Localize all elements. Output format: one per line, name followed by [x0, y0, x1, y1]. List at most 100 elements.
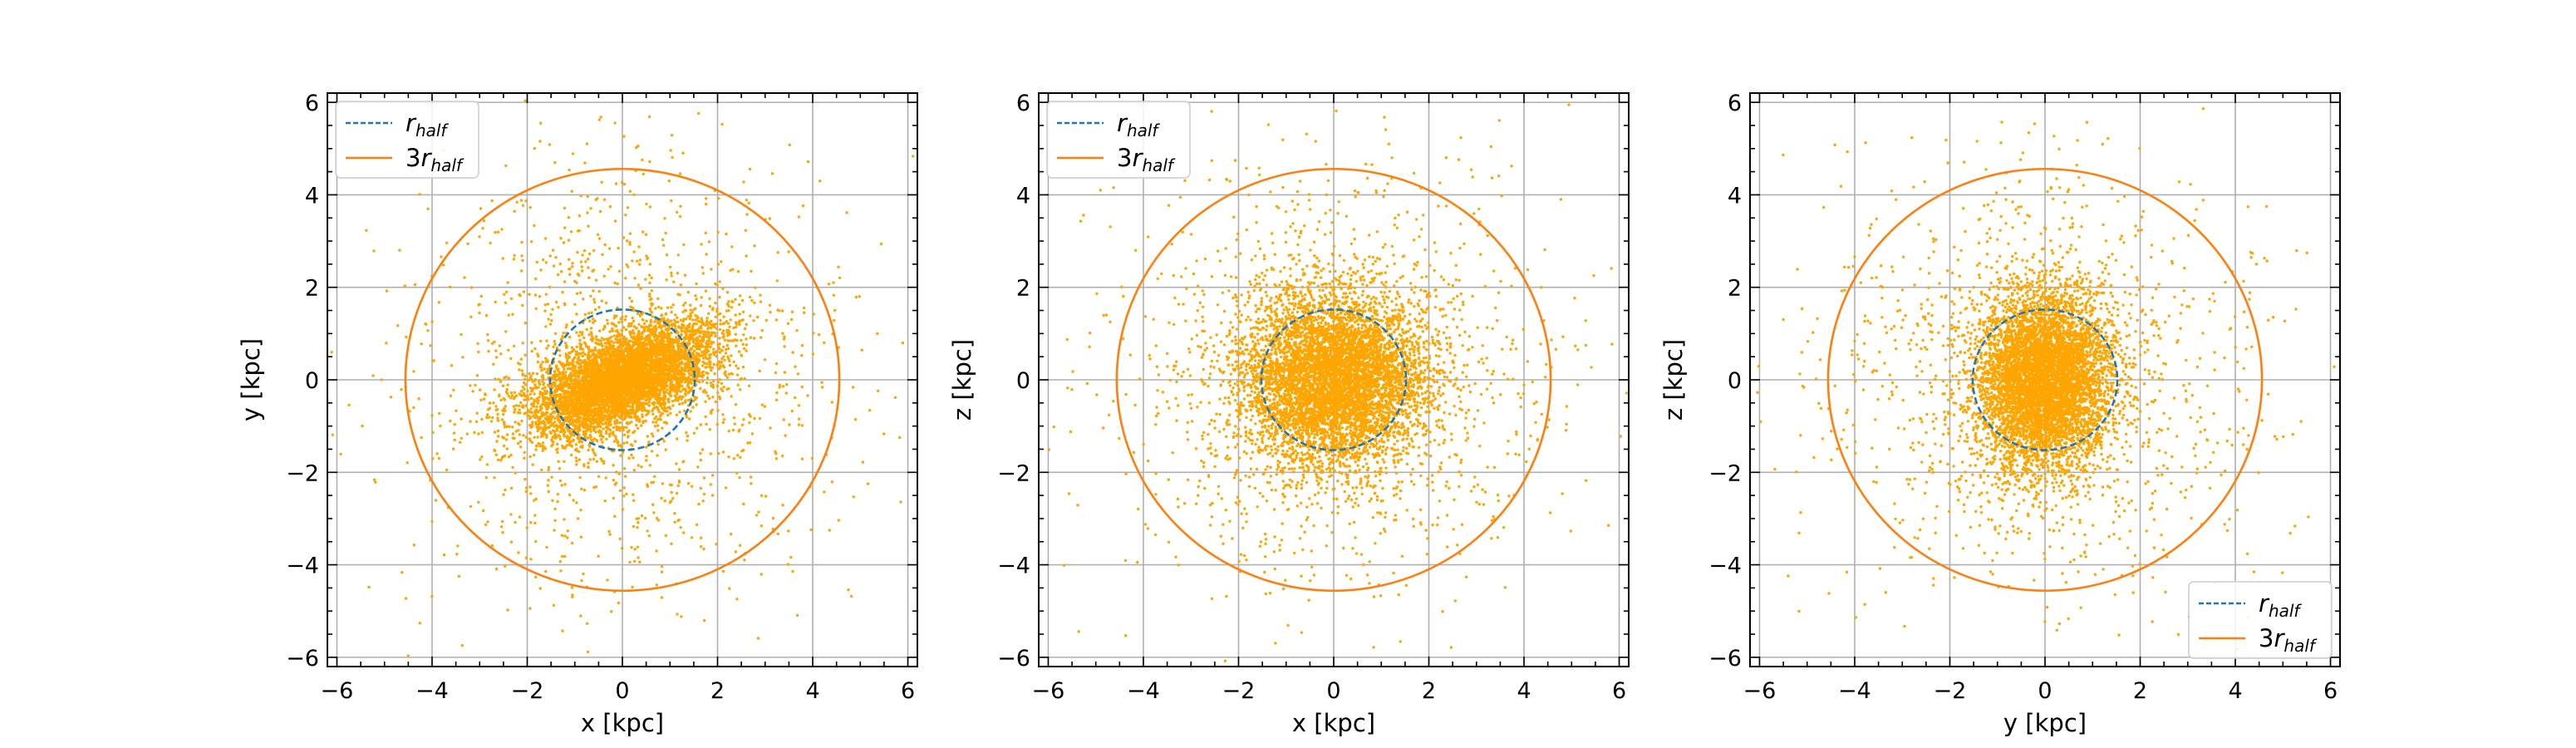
data-point [420, 436, 423, 440]
data-point [642, 322, 646, 326]
data-point [797, 215, 800, 219]
data-point [572, 499, 575, 502]
data-point [480, 417, 484, 421]
data-point [547, 372, 550, 376]
data-point [613, 219, 617, 223]
data-point [496, 419, 500, 422]
data-point [574, 443, 578, 446]
data-point [540, 406, 543, 410]
data-point [521, 385, 524, 389]
data-point [670, 542, 673, 545]
data-point [487, 350, 490, 353]
data-point [636, 312, 640, 315]
data-point [656, 429, 660, 432]
data-point [587, 346, 591, 349]
data-point [541, 379, 544, 383]
data-point [612, 440, 617, 443]
data-point [786, 322, 790, 325]
data-point [704, 289, 708, 293]
data-point [656, 407, 660, 411]
data-point [623, 414, 627, 417]
data-point [633, 548, 637, 551]
data-point [484, 523, 488, 526]
data-point [866, 482, 870, 485]
data-point [686, 482, 691, 485]
data-point [709, 452, 712, 455]
data-point [578, 458, 581, 461]
data-point [694, 397, 697, 401]
data-point [469, 420, 472, 423]
data-point [882, 432, 886, 436]
data-point [496, 458, 500, 461]
data-point [699, 458, 703, 462]
data-point [500, 228, 504, 231]
data-point [598, 209, 602, 214]
data-point [539, 268, 543, 272]
data-point [776, 532, 779, 536]
data-point [559, 569, 563, 573]
data-point [656, 443, 660, 446]
data-point [481, 509, 485, 513]
data-point [653, 320, 656, 323]
data-point [484, 476, 488, 480]
data-point [731, 339, 735, 342]
data-point [689, 303, 692, 307]
data-point [604, 430, 608, 433]
data-point [759, 293, 762, 297]
data-point [592, 352, 595, 356]
data-point [554, 435, 558, 439]
data-point [656, 297, 660, 300]
data-point [787, 529, 790, 533]
data-point [573, 303, 577, 306]
data-point [641, 409, 644, 412]
data-point [722, 418, 725, 421]
data-point [637, 464, 640, 467]
data-point [435, 452, 439, 455]
data-point [705, 197, 708, 200]
data-point [460, 417, 463, 421]
data-point [589, 425, 592, 428]
data-point [533, 293, 538, 297]
data-point [711, 396, 715, 399]
data-point [550, 407, 554, 411]
data-point [650, 302, 653, 305]
data-point [400, 388, 403, 391]
data-point [628, 232, 632, 235]
data-point [412, 406, 415, 410]
data-point [612, 341, 616, 344]
data-point [845, 211, 848, 214]
data-point [549, 412, 553, 416]
data-point [438, 411, 441, 416]
data-point [745, 213, 749, 216]
data-point [574, 375, 578, 378]
data-point [760, 494, 764, 497]
data-point [670, 490, 673, 495]
data-point [730, 395, 733, 398]
data-point [707, 240, 711, 244]
data-point [534, 448, 538, 451]
data-point [453, 423, 456, 426]
data-point [596, 439, 599, 443]
data-point [540, 368, 543, 372]
data-point [643, 516, 647, 520]
data-point [738, 312, 741, 316]
data-point [361, 424, 364, 428]
data-point [551, 436, 554, 439]
data-point [721, 287, 725, 290]
data-point [474, 420, 479, 424]
data-point [575, 501, 578, 504]
data-point [507, 313, 510, 317]
data-point [728, 587, 731, 590]
data-point [543, 303, 547, 307]
data-point [516, 441, 520, 445]
data-point [698, 347, 701, 352]
data-point [627, 265, 630, 268]
data-point [645, 398, 649, 401]
data-point [512, 258, 516, 261]
data-point [593, 308, 597, 312]
data-point [632, 524, 636, 529]
data-point [608, 533, 612, 536]
data-point [722, 366, 726, 369]
data-point [614, 182, 618, 185]
data-point [559, 392, 563, 396]
